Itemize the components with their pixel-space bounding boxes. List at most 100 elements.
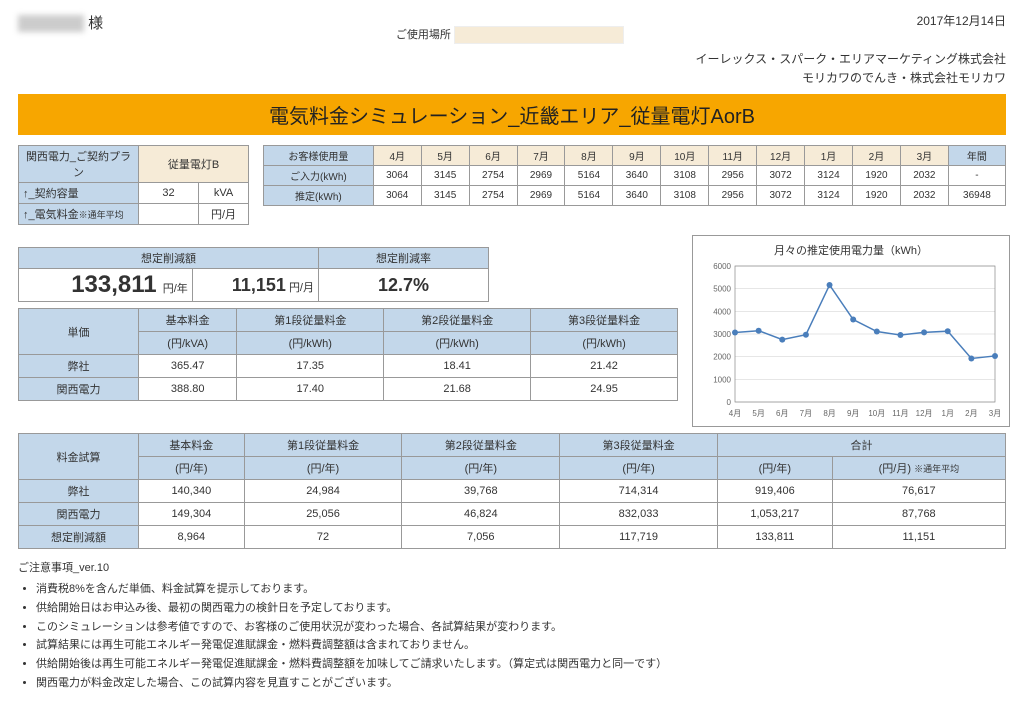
usage-cell: 2956 [709,186,757,206]
usage-month: 2月 [853,146,901,166]
unit-price-table: 単価基本料金第1段従量料金第2段従量料金第3段従量料金(円/kVA)(円/kWh… [18,308,678,401]
svg-text:6000: 6000 [713,262,731,271]
notes-header: ご注意事項_ver.10 [18,559,1006,578]
trial-cell: 7,056 [402,526,560,549]
usage-month: 年間 [948,146,1005,166]
contract-header: 関西電力_ご契約プラン [19,146,139,183]
unit-unit: (円/kWh) [237,332,384,355]
unit-col: 第3段従量料金 [531,309,678,332]
usage-month: 1月 [805,146,853,166]
customer-name: xxxx 様 [18,15,103,32]
unit-col: 第1段従量料金 [237,309,384,332]
capacity-value: 32 [139,183,199,204]
trial-col: 第2段従量料金 [402,434,560,457]
trial-cell: 76,617 [832,480,1005,503]
unit-cell: 21.42 [531,355,678,378]
unit-unit: (円/kVA) [139,332,237,355]
svg-text:9月: 9月 [847,409,859,418]
unit-cell: 388.80 [139,378,237,401]
usage-cell: 5164 [565,186,613,206]
unit-cell: 365.47 [139,355,237,378]
svg-text:4月: 4月 [729,409,741,418]
unit-cell: 24.95 [531,378,678,401]
note-item: 消費税8%を含んだ単価、料金試算を提示しております。 [36,580,1006,599]
trial-cell: 1,053,217 [717,503,832,526]
svg-text:5月: 5月 [752,409,764,418]
usage-month: 6月 [469,146,517,166]
usage-cell: 2032 [900,166,948,186]
svg-text:12月: 12月 [916,409,933,418]
capacity-unit: kVA [199,183,249,204]
usage-header: お客様使用量 [264,146,374,166]
usage-table: お客様使用量4月5月6月7月8月9月10月11月12月1月2月3月年間ご入力(k… [263,145,1006,206]
header-row: xxxx 様 ご使用場所 2017年12月14日 [18,12,1006,44]
usage-month: 12月 [757,146,805,166]
usage-cell: 3108 [661,166,709,186]
savings-month: 11,151 円/月 [192,269,318,302]
usage-cell: 2969 [517,186,565,206]
usage-cell: 3064 [373,166,421,186]
usage-cell: 3145 [421,186,469,206]
usage-cell: 3124 [805,186,853,206]
trial-cell: 46,824 [402,503,560,526]
usage-month: 8月 [565,146,613,166]
usage-cell: 2754 [469,166,517,186]
trial-cell: 39,768 [402,480,560,503]
usage-cell: 2956 [709,166,757,186]
trial-unit: (円/月) ※通年平均 [832,457,1005,480]
capacity-label: ↑_契約容量 [19,183,139,204]
svg-text:1月: 1月 [942,409,954,418]
svg-text:10月: 10月 [868,409,885,418]
fee-label: ↑_電気料金※通年平均 [19,204,139,225]
note-item: このシミュレーションは参考値ですので、お客様のご使用状況が変わった場合、各試算結… [36,618,1006,637]
usage-cell: 3640 [613,186,661,206]
usage-cell: 3064 [373,186,421,206]
notes-list: 消費税8%を含んだ単価、料金試算を提示しております。供給開始日はお申込み後、最初… [36,580,1006,692]
trial-cell: 8,964 [139,526,245,549]
usage-cell: - [948,166,1005,186]
trial-row-label: 想定削減額 [19,526,139,549]
trial-unit: (円/年) [402,457,560,480]
unit-cell: 21.68 [384,378,531,401]
trial-cell: 919,406 [717,480,832,503]
trial-col0: 料金試算 [19,434,139,480]
usage-cell: 1920 [853,186,901,206]
unit-row-label: 弊社 [19,355,139,378]
usage-cell: 1920 [853,166,901,186]
chart-container: 月々の推定使用電力量（kWh） 010002000300040005000600… [692,235,1010,427]
trial-cell: 714,314 [560,480,718,503]
place-value [454,26,624,44]
svg-text:6月: 6月 [776,409,788,418]
svg-text:5000: 5000 [713,285,731,294]
svg-text:0: 0 [727,398,732,407]
note-item: 供給開始後は再生可能エネルギー発電促進賦課金・燃料費調整額を加味してご請求いたし… [36,655,1006,674]
svg-text:11月: 11月 [892,409,908,418]
trial-row-label: 弊社 [19,480,139,503]
trial-unit: (円/年) [560,457,718,480]
place-label: ご使用場所 [396,29,451,41]
usage-cell: 2754 [469,186,517,206]
usage-month: 7月 [517,146,565,166]
usage-cell: 3640 [613,166,661,186]
unit-col: 第2段従量料金 [384,309,531,332]
usage-month: 3月 [900,146,948,166]
usage-cell: 36948 [948,186,1005,206]
fee-value [139,204,199,225]
trial-cell: 11,151 [832,526,1005,549]
note-item: 関西電力が料金改定した場合、この試算内容を見直すことがございます。 [36,674,1006,693]
unit-cell: 17.40 [237,378,384,401]
usage-cell: 3124 [805,166,853,186]
trial-unit: (円/年) [717,457,832,480]
trial-cell: 25,056 [244,503,402,526]
unit-col: 基本料金 [139,309,237,332]
unit-row-label: 関西電力 [19,378,139,401]
savings-table: 想定削減額 想定削減率 133,811 円/年 11,151 円/月 12.7% [18,247,678,302]
usage-row-label: ご入力(kWh) [264,166,374,186]
svg-text:8月: 8月 [823,409,835,418]
usage-cell: 2969 [517,166,565,186]
unit-unit: (円/kWh) [384,332,531,355]
svg-text:3月: 3月 [989,409,1001,418]
trial-cell: 133,811 [717,526,832,549]
savings-amount-label: 想定削減額 [19,248,319,269]
usage-month: 10月 [661,146,709,166]
